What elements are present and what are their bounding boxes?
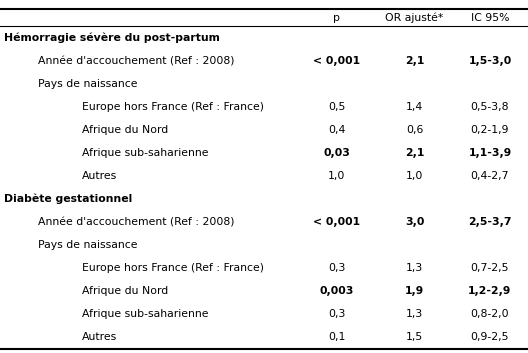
Text: 1,5: 1,5 <box>406 332 423 342</box>
Text: 0,1: 0,1 <box>328 332 345 342</box>
Text: 0,003: 0,003 <box>319 286 354 296</box>
Text: 1,9: 1,9 <box>405 286 424 296</box>
Text: Europe hors France (Ref : France): Europe hors France (Ref : France) <box>82 102 264 112</box>
Text: 0,2-1,9: 0,2-1,9 <box>471 125 509 135</box>
Text: 2,5-3,7: 2,5-3,7 <box>468 217 512 227</box>
Text: 0,9-2,5: 0,9-2,5 <box>471 332 509 342</box>
Text: 1,3: 1,3 <box>406 309 423 319</box>
Text: 0,03: 0,03 <box>324 148 350 158</box>
Text: Europe hors France (Ref : France): Europe hors France (Ref : France) <box>82 263 264 273</box>
Text: p: p <box>333 13 341 23</box>
Text: 0,5: 0,5 <box>328 102 345 112</box>
Text: 1,0: 1,0 <box>406 171 423 181</box>
Text: Autres: Autres <box>82 332 117 342</box>
Text: IC 95%: IC 95% <box>471 13 509 23</box>
Text: 3,0: 3,0 <box>405 217 424 227</box>
Text: 0,7-2,5: 0,7-2,5 <box>471 263 509 273</box>
Text: < 0,001: < 0,001 <box>313 217 361 227</box>
Text: 1,0: 1,0 <box>328 171 345 181</box>
Text: Hémorragie sévère du post-partum: Hémorragie sévère du post-partum <box>4 33 220 43</box>
Text: Afrique du Nord: Afrique du Nord <box>82 125 168 135</box>
Text: Afrique du Nord: Afrique du Nord <box>82 286 168 296</box>
Text: < 0,001: < 0,001 <box>313 56 361 66</box>
Text: Pays de naissance: Pays de naissance <box>38 79 137 89</box>
Text: 0,5-3,8: 0,5-3,8 <box>471 102 509 112</box>
Text: OR ajusté*: OR ajusté* <box>385 12 444 23</box>
Text: Afrique sub-saharienne: Afrique sub-saharienne <box>82 309 209 319</box>
Text: 1,1-3,9: 1,1-3,9 <box>468 148 512 158</box>
Text: 1,3: 1,3 <box>406 263 423 273</box>
Text: 0,4: 0,4 <box>328 125 345 135</box>
Text: Afrique sub-saharienne: Afrique sub-saharienne <box>82 148 209 158</box>
Text: 1,2-2,9: 1,2-2,9 <box>468 286 512 296</box>
Text: Diabète gestationnel: Diabète gestationnel <box>4 194 133 204</box>
Text: 1,5-3,0: 1,5-3,0 <box>468 56 512 66</box>
Text: 0,8-2,0: 0,8-2,0 <box>470 309 510 319</box>
Text: 2,1: 2,1 <box>405 56 424 66</box>
Text: Année d'accouchement (Ref : 2008): Année d'accouchement (Ref : 2008) <box>38 217 234 227</box>
Text: 1,4: 1,4 <box>406 102 423 112</box>
Text: Année d'accouchement (Ref : 2008): Année d'accouchement (Ref : 2008) <box>38 56 234 66</box>
Text: 0,6: 0,6 <box>406 125 423 135</box>
Text: 0,4-2,7: 0,4-2,7 <box>471 171 509 181</box>
Text: 0,3: 0,3 <box>328 263 345 273</box>
Text: Autres: Autres <box>82 171 117 181</box>
Text: 2,1: 2,1 <box>405 148 424 158</box>
Text: 0,3: 0,3 <box>328 309 345 319</box>
Text: Pays de naissance: Pays de naissance <box>38 240 137 250</box>
